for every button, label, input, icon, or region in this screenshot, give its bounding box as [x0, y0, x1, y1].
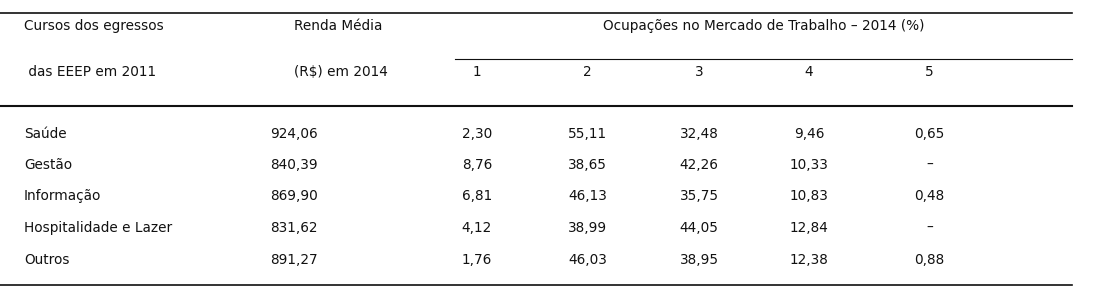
Text: 44,05: 44,05 — [680, 221, 719, 235]
Text: 38,95: 38,95 — [680, 253, 719, 267]
Text: Gestão: Gestão — [24, 158, 72, 172]
Text: 46,13: 46,13 — [568, 188, 607, 203]
Text: 10,33: 10,33 — [789, 158, 829, 172]
Text: 4: 4 — [804, 65, 813, 79]
Text: 4,12: 4,12 — [461, 221, 492, 235]
Text: 42,26: 42,26 — [680, 158, 719, 172]
Text: 5: 5 — [925, 65, 934, 79]
Text: Renda Média: Renda Média — [294, 19, 383, 33]
Text: 46,03: 46,03 — [568, 253, 607, 267]
Text: 12,84: 12,84 — [789, 221, 829, 235]
Text: 2: 2 — [583, 65, 592, 79]
Text: das EEEP em 2011: das EEEP em 2011 — [24, 65, 157, 79]
Text: 9,46: 9,46 — [794, 127, 824, 141]
Text: (R$) em 2014: (R$) em 2014 — [294, 65, 388, 79]
Text: Outros: Outros — [24, 253, 70, 267]
Text: 831,62: 831,62 — [270, 221, 318, 235]
Text: –: – — [926, 221, 933, 235]
Text: 0,48: 0,48 — [914, 188, 945, 203]
Text: Saúde: Saúde — [24, 127, 67, 141]
Text: 0,65: 0,65 — [914, 127, 945, 141]
Text: 12,38: 12,38 — [789, 253, 829, 267]
Text: 869,90: 869,90 — [270, 188, 318, 203]
Text: 55,11: 55,11 — [568, 127, 607, 141]
Text: Cursos dos egressos: Cursos dos egressos — [24, 19, 164, 33]
Text: 1: 1 — [472, 65, 481, 79]
Text: –: – — [926, 158, 933, 172]
Text: 0,88: 0,88 — [914, 253, 945, 267]
Text: 2,30: 2,30 — [461, 127, 492, 141]
Text: 32,48: 32,48 — [680, 127, 719, 141]
Text: 6,81: 6,81 — [461, 188, 492, 203]
Text: Informação: Informação — [24, 188, 102, 203]
Text: 38,65: 38,65 — [568, 158, 607, 172]
Text: 35,75: 35,75 — [680, 188, 719, 203]
Text: Ocupações no Mercado de Trabalho – 2014 (%): Ocupações no Mercado de Trabalho – 2014 … — [603, 19, 924, 33]
Text: 8,76: 8,76 — [461, 158, 492, 172]
Text: 891,27: 891,27 — [270, 253, 318, 267]
Text: 840,39: 840,39 — [270, 158, 318, 172]
Text: 924,06: 924,06 — [270, 127, 318, 141]
Text: Hospitalidade e Lazer: Hospitalidade e Lazer — [24, 221, 172, 235]
Text: 10,83: 10,83 — [789, 188, 829, 203]
Text: 38,99: 38,99 — [568, 221, 607, 235]
Text: 1,76: 1,76 — [461, 253, 492, 267]
Text: 3: 3 — [695, 65, 704, 79]
